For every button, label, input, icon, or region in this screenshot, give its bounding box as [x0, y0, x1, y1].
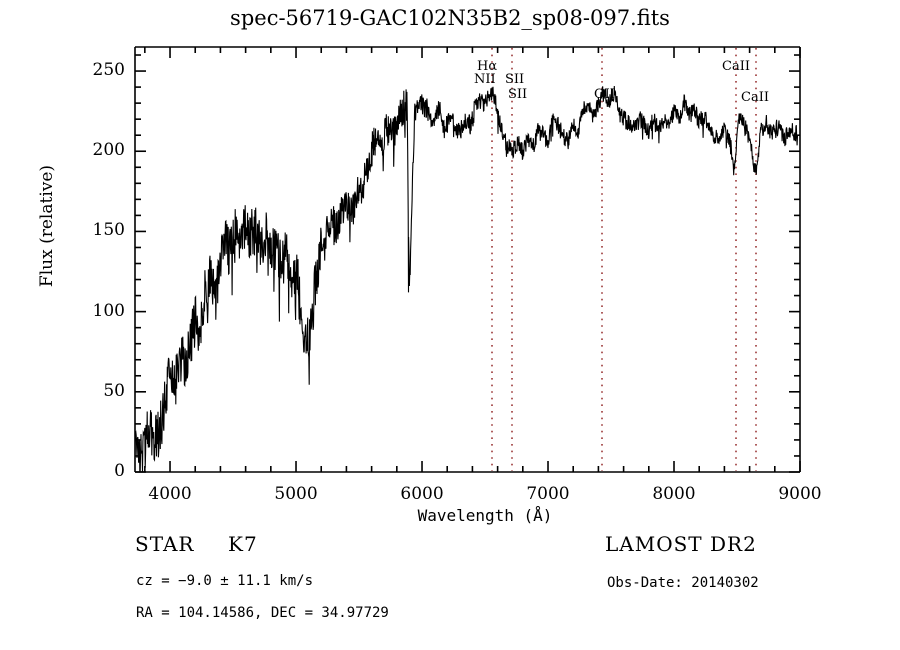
observation-date: Obs-Date: 20140302 [607, 575, 759, 591]
y-tick-label: 150 [92, 220, 125, 241]
line-label-CaII-6: CaII [741, 90, 769, 105]
y-tick-label: 200 [92, 140, 125, 161]
x-tick-label: 8000 [652, 484, 696, 504]
line-label-SII-3: SII [508, 87, 528, 102]
plot-frame [134, 46, 801, 473]
page-title: spec-56719-GAC102N35B2_sp08-097.fits [230, 6, 670, 30]
y-tick-label: 0 [114, 461, 125, 481]
survey-name: LAMOST DR2 [605, 532, 757, 556]
y-tick-label: 250 [92, 60, 125, 81]
redshift-velocity: cz = −9.0 ± 11.1 km/s [136, 573, 314, 589]
x-tick-label: 7000 [526, 484, 570, 504]
object-type: STAR [135, 532, 195, 556]
line-label-OII-4: OII [594, 87, 615, 102]
line-label-NII-1: NII [474, 72, 496, 87]
coordinates: RA = 104.14586, DEC = 34.97729 [136, 605, 389, 621]
x-axis-label: Wavelength (Å) [417, 506, 553, 525]
line-label-H-0: Hα [477, 59, 498, 74]
line-label-SII-2: SII [505, 72, 525, 87]
x-tick-label: 5000 [274, 484, 318, 504]
line-marker-group [491, 48, 757, 471]
spectral-class: K7 [228, 532, 258, 556]
x-tick-label: 6000 [400, 484, 444, 504]
spectrum-trace [134, 85, 799, 473]
y-axis-label: Flux (relative) [37, 164, 57, 288]
x-tick-label: 4000 [148, 484, 192, 504]
y-tick-label: 50 [103, 380, 125, 401]
x-tick-label: 9000 [778, 484, 822, 504]
y-tick-label: 100 [92, 300, 125, 321]
line-label-CaII-5: CaII [722, 59, 750, 74]
